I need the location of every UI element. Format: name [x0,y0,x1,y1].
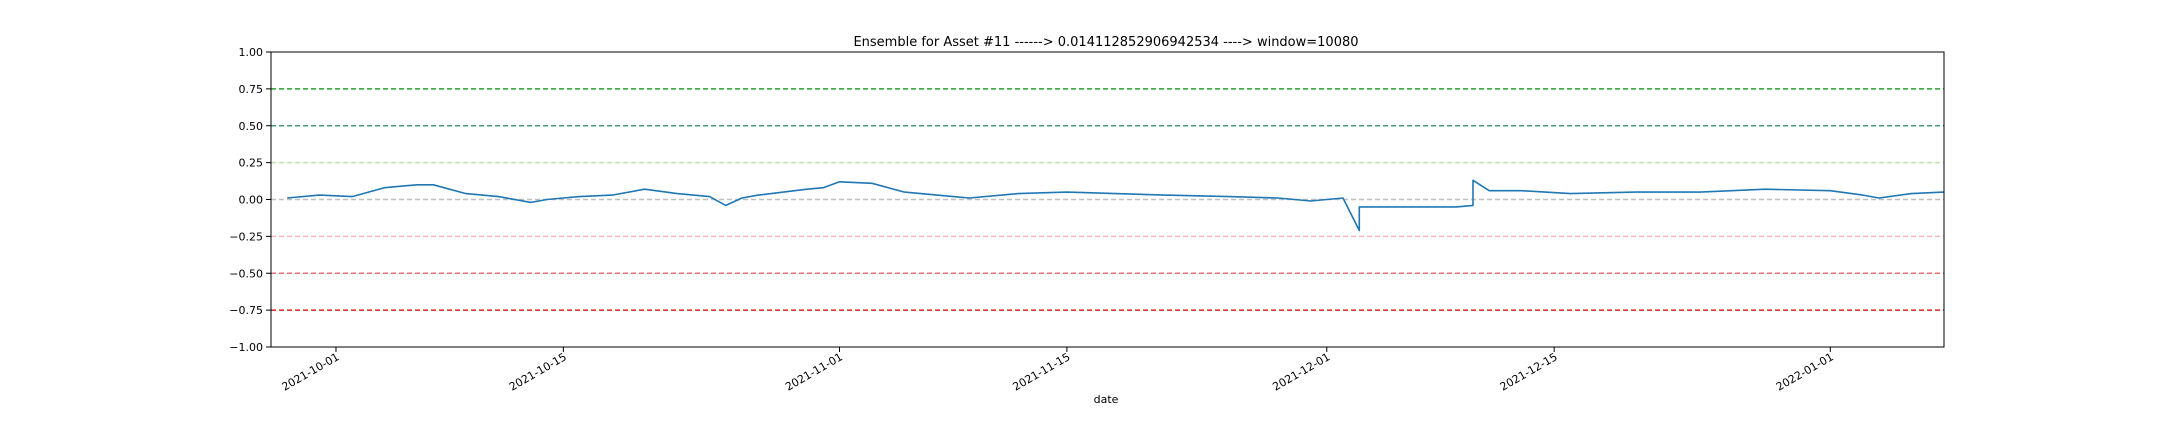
y-tick-label: −1.00 [229,341,263,354]
reference-lines [271,88,1944,311]
x-tick-label: 2021-11-15 [1011,350,1073,393]
y-tick-label: 1.00 [239,46,264,59]
y-tick-label: 0.75 [239,83,264,96]
y-tick-label: −0.75 [229,304,263,317]
x-tick-label: 2021-12-15 [1498,350,1560,393]
series-line [287,179,1945,232]
y-tick-label: 0.00 [239,194,264,207]
x-tick-label: 2022-01-01 [1774,350,1836,393]
x-axis-label: date [1094,393,1119,406]
x-tick-label: 2021-10-15 [507,350,569,393]
y-tick-label: −0.25 [229,230,263,243]
series-layer [287,179,1945,232]
x-tick-label: 2021-10-01 [280,350,342,393]
y-axis: 1.00 0.75 0.50 0.25 0.00 −0.25 −0.50 −0.75 −1.00 [229,46,271,354]
y-tick-label: 0.25 [239,157,264,170]
x-axis: 2021-10-01 2021-10-15 2021-11-01 2021-11-15… [280,347,1836,394]
x-tick-label: 2021-11-01 [783,350,845,393]
y-tick-label: 0.50 [239,120,264,133]
x-tick-label: 2021-12-01 [1270,350,1332,393]
y-tick-label: −0.50 [229,267,263,280]
chart-title: Ensemble for Asset #11 ------> 0.0141128… [853,35,1358,50]
